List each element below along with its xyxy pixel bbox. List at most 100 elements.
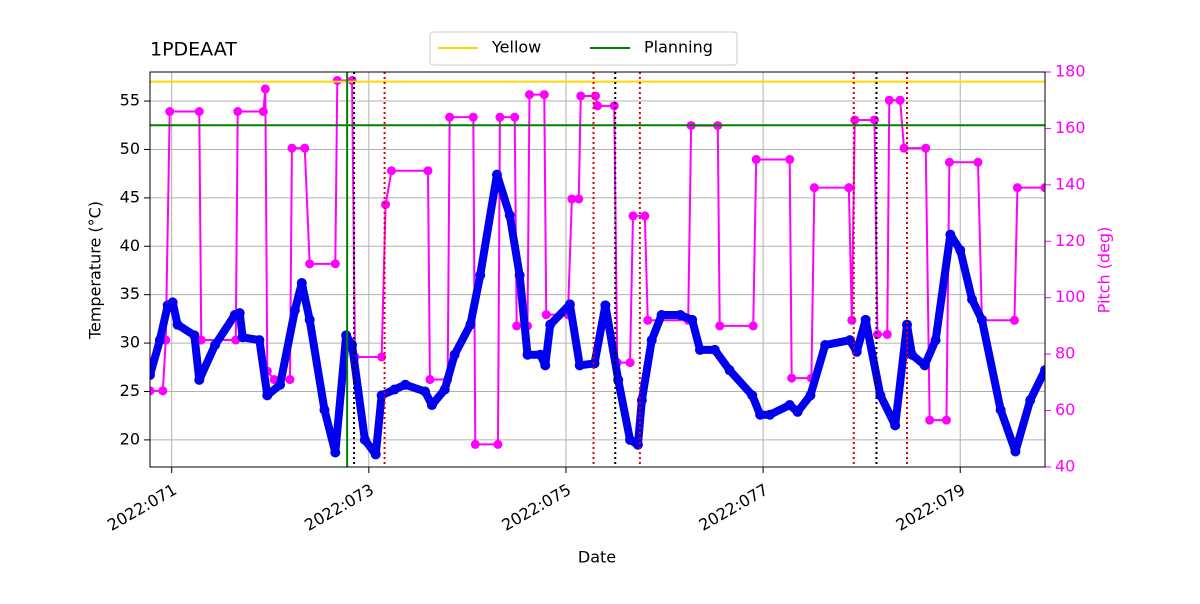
series-point bbox=[764, 409, 775, 420]
series-point bbox=[262, 390, 273, 401]
series-line bbox=[150, 170, 1045, 459]
series-point bbox=[260, 84, 270, 94]
y2-tick-label: 160 bbox=[1055, 118, 1086, 137]
series-point bbox=[820, 340, 831, 351]
series-point bbox=[1012, 183, 1022, 193]
series-point bbox=[724, 365, 735, 376]
series-point bbox=[524, 90, 534, 100]
series-point bbox=[844, 335, 855, 346]
series-point bbox=[423, 166, 433, 176]
series-point bbox=[510, 112, 520, 122]
series-point bbox=[941, 415, 951, 425]
series-point bbox=[493, 439, 503, 449]
series-point bbox=[233, 107, 243, 116]
y2-tick-label: 40 bbox=[1055, 457, 1075, 476]
series-point bbox=[541, 310, 551, 320]
series-point bbox=[755, 409, 766, 420]
series-point bbox=[150, 370, 155, 381]
series-point bbox=[847, 315, 857, 325]
series-point bbox=[567, 194, 577, 204]
series-point bbox=[973, 157, 983, 167]
series-point bbox=[504, 210, 515, 221]
series-point bbox=[851, 346, 862, 357]
series-point bbox=[289, 305, 300, 316]
series-point bbox=[784, 400, 795, 411]
series-point bbox=[628, 211, 638, 221]
y-tick-label: 50 bbox=[120, 139, 140, 158]
series-point bbox=[468, 112, 478, 122]
series-point bbox=[304, 314, 315, 325]
series-point bbox=[995, 404, 1006, 415]
series-point bbox=[150, 386, 155, 396]
series-point bbox=[319, 404, 330, 415]
series-point bbox=[709, 344, 720, 355]
series-point bbox=[715, 321, 725, 331]
plot bbox=[150, 75, 1045, 460]
y2-axis-label: Pitch (deg) bbox=[1095, 227, 1114, 314]
series-point bbox=[675, 310, 686, 321]
series-point bbox=[445, 112, 455, 122]
series-point bbox=[899, 143, 909, 153]
series-point bbox=[305, 259, 315, 269]
series-point bbox=[512, 321, 522, 331]
series-point bbox=[872, 329, 882, 339]
y-tick-label: 20 bbox=[120, 429, 140, 448]
series-point bbox=[805, 390, 816, 401]
series-point bbox=[535, 349, 546, 360]
series-point bbox=[400, 379, 411, 390]
series-point bbox=[869, 115, 879, 125]
series-point bbox=[439, 384, 450, 395]
y-tick-label: 55 bbox=[120, 91, 140, 110]
series-point bbox=[785, 154, 795, 164]
series-point bbox=[539, 90, 549, 100]
series-point bbox=[1010, 446, 1021, 457]
series-point bbox=[420, 386, 431, 397]
y-tick-label: 25 bbox=[120, 381, 140, 400]
series-point bbox=[154, 335, 165, 346]
series-point bbox=[792, 406, 803, 417]
series-point bbox=[377, 352, 387, 362]
x-tick-label: 2022:071 bbox=[104, 480, 180, 535]
series-point bbox=[330, 447, 341, 458]
y-tick-label: 35 bbox=[120, 284, 140, 303]
series-point bbox=[189, 330, 200, 341]
series-point bbox=[386, 166, 396, 176]
series-point bbox=[300, 143, 310, 153]
series-point bbox=[425, 375, 435, 385]
legend-label: Planning bbox=[644, 38, 713, 57]
series-point bbox=[381, 200, 391, 210]
series-point bbox=[475, 270, 486, 281]
series-point bbox=[640, 211, 650, 221]
series-point bbox=[875, 390, 886, 401]
series-point bbox=[687, 314, 698, 325]
series-point bbox=[564, 299, 575, 310]
series-point bbox=[967, 294, 978, 305]
series-point bbox=[167, 297, 178, 308]
y2-tick-label: 180 bbox=[1055, 62, 1086, 81]
legend-label: Yellow bbox=[491, 38, 541, 57]
legend-box bbox=[429, 31, 738, 66]
series-point bbox=[194, 107, 204, 116]
series-point bbox=[165, 107, 175, 116]
series-point bbox=[522, 349, 533, 360]
series-point bbox=[747, 390, 758, 401]
series-point bbox=[632, 439, 643, 450]
series-point bbox=[540, 360, 551, 371]
series-point bbox=[902, 319, 913, 330]
series-line bbox=[150, 79, 1045, 446]
series-point bbox=[576, 91, 586, 101]
series-point bbox=[930, 335, 941, 346]
series-point bbox=[389, 384, 400, 395]
series-point bbox=[1025, 395, 1036, 406]
series-point bbox=[330, 259, 340, 269]
series-point bbox=[890, 420, 901, 431]
series-point bbox=[919, 360, 930, 371]
series-point bbox=[921, 143, 931, 153]
series-point bbox=[449, 349, 460, 360]
series-point bbox=[172, 319, 183, 330]
series-point bbox=[944, 157, 954, 167]
series-point bbox=[884, 95, 894, 105]
x-tick-label: 2022:077 bbox=[695, 480, 771, 535]
series-point bbox=[593, 101, 602, 111]
